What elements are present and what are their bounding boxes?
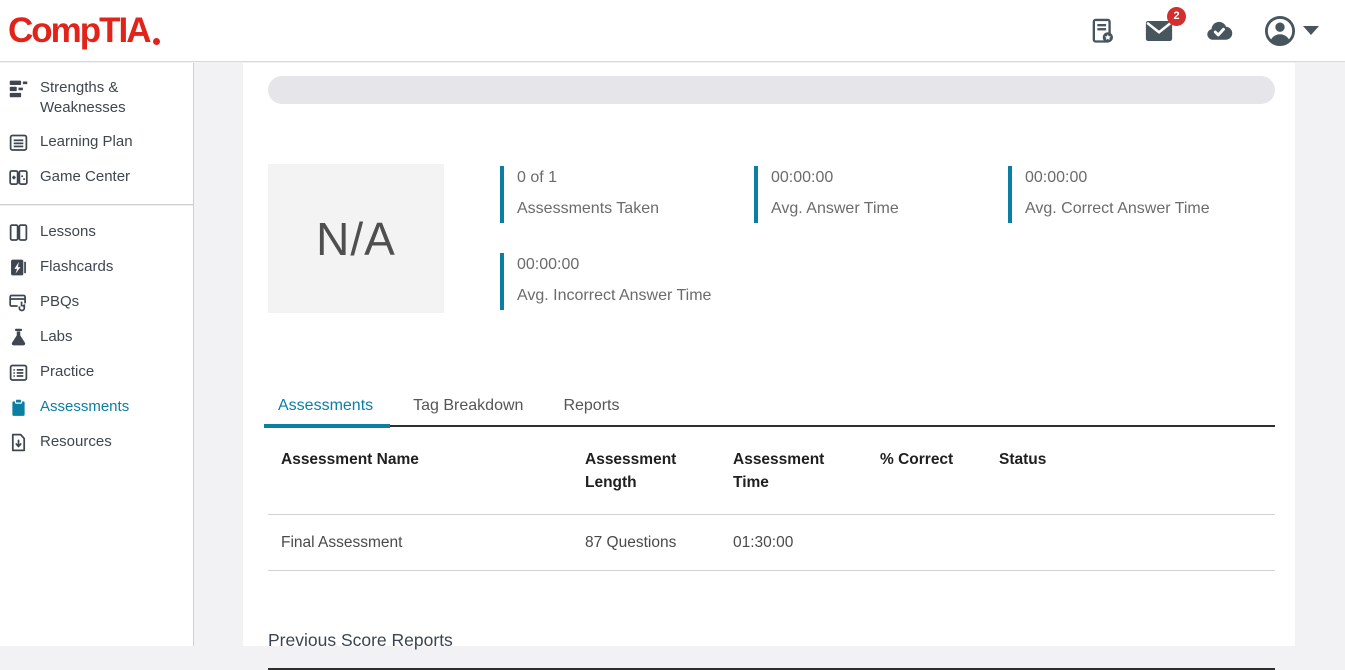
- sidebar-item-label: Resources: [40, 433, 112, 450]
- stat-assessments-taken: 0 of 1 Assessments Taken: [500, 166, 659, 223]
- stat-value: 00:00:00: [1025, 169, 1088, 186]
- sidebar-item-label: Game Center: [40, 168, 131, 185]
- score-box: N/A: [268, 164, 444, 313]
- sidebar-nav: Strengths & Weaknesses Learning Plan Gam…: [0, 63, 194, 646]
- sidebar-item-label: Flashcards: [40, 258, 114, 275]
- header-icon-group: 2: [1088, 6, 1319, 48]
- previous-score-reports-title: Previous Score Reports: [268, 630, 1275, 670]
- sidebar-item-resources[interactable]: Resources: [0, 425, 193, 460]
- cell-assessment-name: Final Assessment: [268, 514, 572, 571]
- tab-assessments[interactable]: Assessments: [263, 391, 391, 428]
- stat-value: 00:00:00: [771, 169, 834, 186]
- sidebar-item-label: Labs: [40, 328, 73, 345]
- sidebar-item-flashcards[interactable]: Flashcards: [0, 250, 193, 285]
- sidebar-item-labs[interactable]: Labs: [0, 320, 193, 355]
- sidebar-item-label: Practice: [40, 363, 95, 380]
- progress-bar: [268, 76, 1275, 104]
- messages-count-badge: 2: [1167, 6, 1186, 26]
- sidebar-item-practice[interactable]: Practice: [0, 355, 193, 390]
- cloud-sync-icon[interactable]: [1202, 16, 1236, 46]
- sidebar-item-label: Assessments: [40, 398, 130, 415]
- comptia-logo-text: CompTIA: [8, 10, 152, 50]
- stat-label: Avg. Correct Answer Time: [1025, 200, 1210, 217]
- column-header-status: Status: [986, 427, 1275, 515]
- top-header: CompTIA 2: [0, 0, 1345, 62]
- main-content: N/A 0 of 1 Assessments Taken 00:00:00 Av…: [243, 63, 1295, 670]
- resources-icon: [8, 432, 29, 453]
- column-header-assessment-name: Assessment Name: [268, 427, 572, 515]
- survey-icon[interactable]: [1088, 16, 1116, 46]
- sidebar-item-label: Strengths & Weaknesses: [40, 79, 126, 116]
- table-row-final-assessment[interactable]: Final Assessment 87 Questions 01:30:00: [268, 514, 1275, 571]
- sidebar-item-label: PBQs: [40, 293, 80, 310]
- sidebar-item-lessons[interactable]: Lessons: [0, 215, 193, 250]
- stat-avg-incorrect-answer-time: 00:00:00 Avg. Incorrect Answer Time: [500, 253, 711, 310]
- stat-value: 00:00:00: [517, 256, 580, 273]
- caret-down-icon: [1303, 26, 1319, 35]
- stat-label: Avg. Incorrect Answer Time: [517, 287, 712, 304]
- labs-icon: [8, 327, 29, 348]
- account-icon[interactable]: [1263, 14, 1319, 48]
- column-header-percent-correct: % Correct: [867, 427, 986, 515]
- stat-avg-correct-answer-time: 00:00:00 Avg. Correct Answer Time: [1008, 166, 1210, 223]
- practice-icon: [8, 362, 29, 383]
- cell-assessment-time: 01:30:00: [720, 514, 867, 571]
- assessment-overview: N/A 0 of 1 Assessments Taken 00:00:00 Av…: [268, 164, 1275, 314]
- assessments-icon: [8, 397, 29, 418]
- assessments-table: Assessment Name Assessment Length Assess…: [268, 427, 1275, 571]
- pbqs-icon: [8, 292, 29, 313]
- registered-mark-icon: [152, 37, 160, 45]
- table-header-row: Assessment Name Assessment Length Assess…: [268, 427, 1275, 515]
- cell-status: [986, 514, 1275, 571]
- sidebar-item-label: Learning Plan: [40, 133, 133, 150]
- lessons-icon: [8, 222, 29, 243]
- tab-tag-breakdown[interactable]: Tag Breakdown: [413, 397, 524, 414]
- stat-label: Avg. Answer Time: [771, 200, 899, 217]
- stat-value: 0 of 1: [517, 169, 558, 186]
- tab-bar: Assessments Tag Breakdown Reports: [263, 391, 1275, 428]
- sidebar-item-label: Lessons: [40, 223, 96, 240]
- comptia-logo[interactable]: CompTIA: [8, 11, 160, 51]
- column-header-assessment-time: Assessment Time: [720, 427, 867, 515]
- sidebar-item-strengths-weaknesses[interactable]: Strengths & Weaknesses: [0, 71, 193, 125]
- sidebar-item-assessments[interactable]: Assessments: [0, 390, 193, 425]
- cell-assessment-length: 87 Questions: [572, 514, 720, 571]
- stat-avg-answer-time: 00:00:00 Avg. Answer Time: [754, 166, 899, 223]
- messages-icon[interactable]: 2: [1143, 6, 1186, 46]
- stat-label: Assessments Taken: [517, 200, 659, 217]
- sidebar-item-pbqs[interactable]: PBQs: [0, 285, 193, 320]
- strengths-weaknesses-icon: [8, 78, 29, 99]
- cell-percent-correct: [867, 514, 986, 571]
- flashcards-icon: [8, 257, 29, 278]
- sidebar-item-learning-plan[interactable]: Learning Plan: [0, 125, 193, 160]
- sidebar-divider: [0, 204, 193, 206]
- learning-plan-icon: [8, 132, 29, 153]
- sidebar-item-game-center[interactable]: Game Center: [0, 160, 193, 195]
- game-center-icon: [8, 167, 29, 188]
- tab-reports[interactable]: Reports: [563, 397, 620, 414]
- column-header-assessment-length: Assessment Length: [572, 427, 720, 515]
